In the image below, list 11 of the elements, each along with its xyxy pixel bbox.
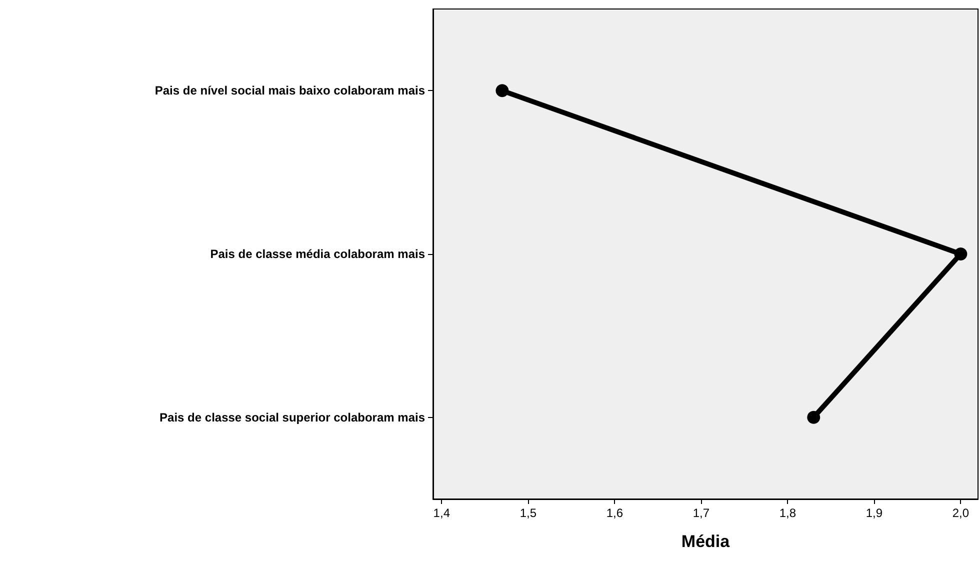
y-tick-label: Pais de nível social mais baixo colaboram mais: [154, 84, 426, 98]
x-tick-label: 2,0: [952, 506, 970, 520]
x-tick-label: 1,5: [520, 506, 537, 520]
x-tick-label: 1,9: [866, 506, 883, 520]
x-tick-label: 1,7: [692, 506, 710, 520]
x-tick-label: 1,6: [606, 506, 624, 520]
y-tick-label: Pais de classe média colaboram mais: [210, 247, 426, 261]
x-tick-label: 1,4: [433, 506, 450, 520]
y-tick-label: Pais de classe social superior colaboram mais: [160, 410, 426, 424]
x-tick-label: 1,8: [779, 506, 796, 520]
x-axis-title: Média: [681, 532, 730, 551]
